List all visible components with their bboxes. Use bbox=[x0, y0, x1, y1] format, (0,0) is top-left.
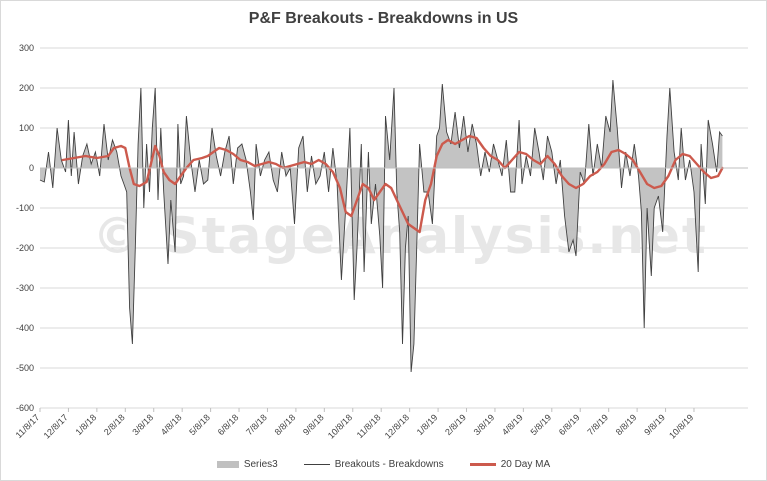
y-tick-label: -600 bbox=[16, 403, 34, 413]
x-tick-label: 11/8/17 bbox=[14, 412, 42, 440]
y-tick-label: 300 bbox=[19, 43, 34, 53]
x-tick-label: 1/8/19 bbox=[415, 412, 440, 437]
x-tick-label: 12/8/18 bbox=[383, 412, 411, 440]
x-tick-label: 7/8/19 bbox=[585, 412, 610, 437]
legend: Series3 Breakouts - Breakdowns 20 Day MA bbox=[0, 459, 767, 470]
x-tick-label: 2/8/19 bbox=[443, 412, 468, 437]
x-tick-label: 4/8/18 bbox=[159, 412, 184, 437]
legend-swatch-line bbox=[303, 464, 330, 465]
y-tick-label: -300 bbox=[16, 283, 34, 293]
x-tick-label: 10/8/19 bbox=[667, 412, 695, 440]
legend-label: Breakouts - Breakdowns bbox=[334, 459, 444, 470]
x-tick-label: 4/8/19 bbox=[500, 412, 525, 437]
y-tick-label: -400 bbox=[16, 323, 34, 333]
legend-item-ma: 20 Day MA bbox=[469, 459, 551, 470]
legend-swatch-area bbox=[216, 461, 239, 468]
chart-title: P&F Breakouts - Breakdowns in US bbox=[248, 10, 519, 27]
x-tick-label: 6/8/19 bbox=[557, 412, 582, 437]
legend-label: 20 Day MA bbox=[500, 459, 551, 470]
x-tick-label: 7/8/18 bbox=[244, 412, 269, 437]
x-tick-label: 11/8/18 bbox=[355, 412, 383, 440]
x-tick-label: 3/8/18 bbox=[130, 412, 155, 437]
x-tick-label: 2/8/18 bbox=[102, 412, 127, 437]
y-tick-label: -500 bbox=[16, 363, 34, 373]
x-tick-label: 10/8/18 bbox=[326, 412, 354, 440]
y-tick-label: 0 bbox=[29, 163, 34, 173]
y-tick-label: -200 bbox=[16, 243, 34, 253]
x-tick-label: 12/8/17 bbox=[42, 412, 70, 440]
y-tick-label: -100 bbox=[16, 203, 34, 213]
x-tick-label: 8/8/18 bbox=[273, 412, 298, 437]
x-tick-label: 1/8/18 bbox=[74, 412, 99, 437]
x-tick-label: 5/8/18 bbox=[187, 412, 212, 437]
legend-item-breakouts: Breakouts - Breakdowns bbox=[303, 459, 444, 470]
x-tick-label: 9/8/18 bbox=[301, 412, 326, 437]
x-tick-label: 8/8/19 bbox=[614, 412, 639, 437]
legend-label: Series3 bbox=[243, 459, 278, 470]
x-tick-label: 3/8/19 bbox=[472, 412, 497, 437]
x-tick-label: 5/8/19 bbox=[528, 412, 553, 437]
y-axis: 300 200 100 0 -100 -200 -300 -400 -500 -600 bbox=[16, 43, 34, 413]
legend-swatch-ma bbox=[469, 463, 496, 466]
x-tick-label: 9/8/19 bbox=[642, 412, 667, 437]
x-tick-label: 6/8/18 bbox=[216, 412, 241, 437]
legend-item-series3: Series3 bbox=[216, 459, 278, 470]
y-tick-label: 100 bbox=[19, 123, 34, 133]
ma-20-day-line bbox=[61, 134, 724, 234]
y-tick-label: 200 bbox=[19, 83, 34, 93]
plot-area bbox=[39, 79, 724, 373]
